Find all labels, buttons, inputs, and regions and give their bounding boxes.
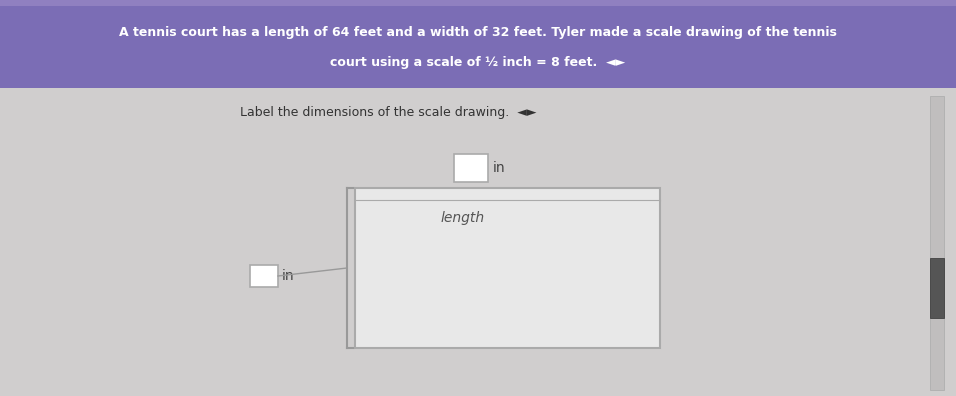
Bar <box>454 154 488 182</box>
Text: Label the dimensions of the scale drawing.  ◄►: Label the dimensions of the scale drawin… <box>240 105 536 118</box>
Text: court using a scale of ½ inch = 8 feet.  ◄►: court using a scale of ½ inch = 8 feet. … <box>331 55 625 69</box>
Bar <box>0 0 956 88</box>
Text: A tennis court has a length of 64 feet and a width of 32 feet. Tyler made a scal: A tennis court has a length of 64 feet a… <box>120 25 836 38</box>
Bar <box>930 258 944 318</box>
Bar <box>930 96 944 390</box>
Text: length: length <box>441 211 485 225</box>
Bar <box>250 265 278 287</box>
Bar <box>355 188 660 348</box>
Bar <box>0 0 956 6</box>
Text: in: in <box>282 269 294 283</box>
Text: in: in <box>493 161 506 175</box>
